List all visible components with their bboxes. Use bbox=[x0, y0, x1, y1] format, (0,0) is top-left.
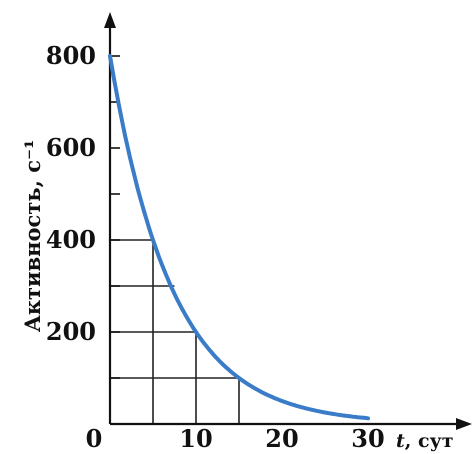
y-axis-arrow bbox=[104, 12, 116, 28]
axis-ticks bbox=[110, 55, 120, 379]
x-tick-label-20: 20 bbox=[265, 424, 298, 453]
y-tick-label-800: 800 bbox=[46, 41, 96, 70]
axes bbox=[104, 12, 472, 430]
x-tick-label-30: 30 bbox=[351, 424, 384, 453]
y-axis-title: Активность, с⁻¹ bbox=[20, 140, 45, 333]
x-axis-arrow bbox=[456, 418, 472, 430]
x-tick-label-0: 0 bbox=[86, 424, 103, 453]
x-axis-title: t, сут bbox=[396, 430, 454, 452]
y-tick-label-400: 400 bbox=[46, 225, 96, 254]
axis-labels: 200 400 600 800 0 10 20 30 t, сут Активность, с⁻¹ bbox=[20, 41, 454, 453]
y-tick-label-600: 600 bbox=[46, 133, 96, 162]
y-tick-label-200: 200 bbox=[46, 317, 96, 346]
half-life-grid bbox=[110, 239, 240, 424]
x-tick-label-10: 10 bbox=[179, 424, 212, 453]
series-line-0 bbox=[108, 54, 370, 421]
series-layer bbox=[108, 54, 370, 421]
